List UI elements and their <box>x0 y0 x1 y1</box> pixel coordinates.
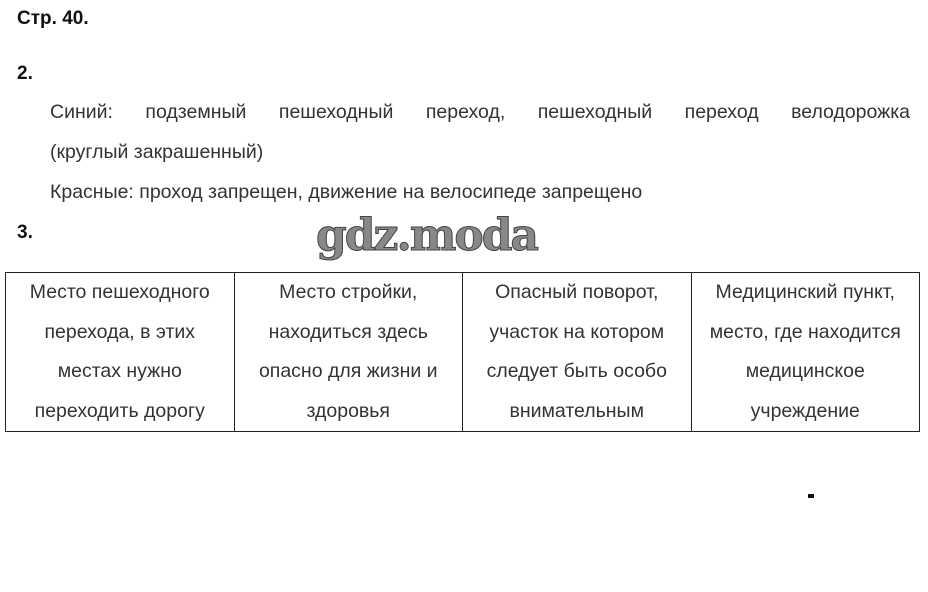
page-title: Стр. 40. <box>17 8 89 29</box>
task-2-line-1: Синий: подземный пешеходный переход, пеш… <box>50 101 910 123</box>
table-row: Место пешеходного перехода, в этих места… <box>5 272 920 432</box>
stray-mark <box>808 494 814 498</box>
table-cell: Место пешеходного перехода, в этих места… <box>5 272 235 432</box>
task-2-line-2: (круглый закрашенный) <box>50 141 264 163</box>
table-cell: Место стройки, находиться здесь опасно д… <box>233 272 463 432</box>
task-3-number: 3. <box>17 222 33 243</box>
signs-table: Место пешеходного перехода, в этих места… <box>5 272 920 432</box>
watermark-logo: gdz.moda <box>315 210 539 262</box>
task-2-number: 2. <box>17 63 33 84</box>
table-cell: Медицинский пункт, место, где находится … <box>690 272 920 432</box>
table-cell: Опасный поворот, участок на котором след… <box>462 272 692 432</box>
task-2-line-3: Красные: проход запрещен, движение на ве… <box>50 181 643 203</box>
